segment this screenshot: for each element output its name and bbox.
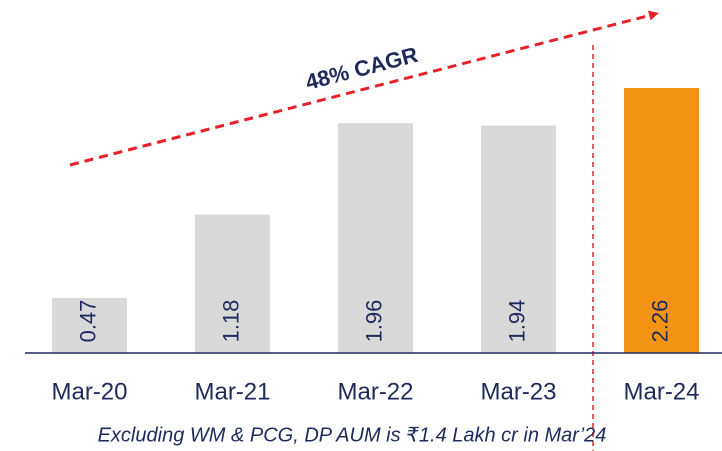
bar — [52, 297, 127, 353]
bar — [338, 123, 413, 353]
cagr-label: 48% CAGR — [303, 42, 421, 95]
x-tick-label: Mar-21 — [194, 378, 270, 405]
x-tick-label: Mar-24 — [623, 378, 699, 405]
value-label: 0.47 — [75, 300, 100, 343]
value-label: 1.96 — [361, 300, 386, 343]
value-label: 2.26 — [647, 300, 672, 343]
value-label: 1.94 — [504, 300, 529, 343]
value-label: 1.18 — [218, 300, 243, 343]
bar — [624, 88, 699, 353]
x-tick-label: Mar-20 — [51, 378, 127, 405]
x-tick-label: Mar-22 — [337, 378, 413, 405]
x-tick-label: Mar-23 — [480, 378, 556, 405]
bar — [195, 214, 270, 353]
footnote: Excluding WM & PCG, DP AUM is ₹1.4 Lakh … — [98, 424, 607, 446]
cagr-arrow — [69, 10, 659, 167]
bar — [481, 125, 556, 353]
